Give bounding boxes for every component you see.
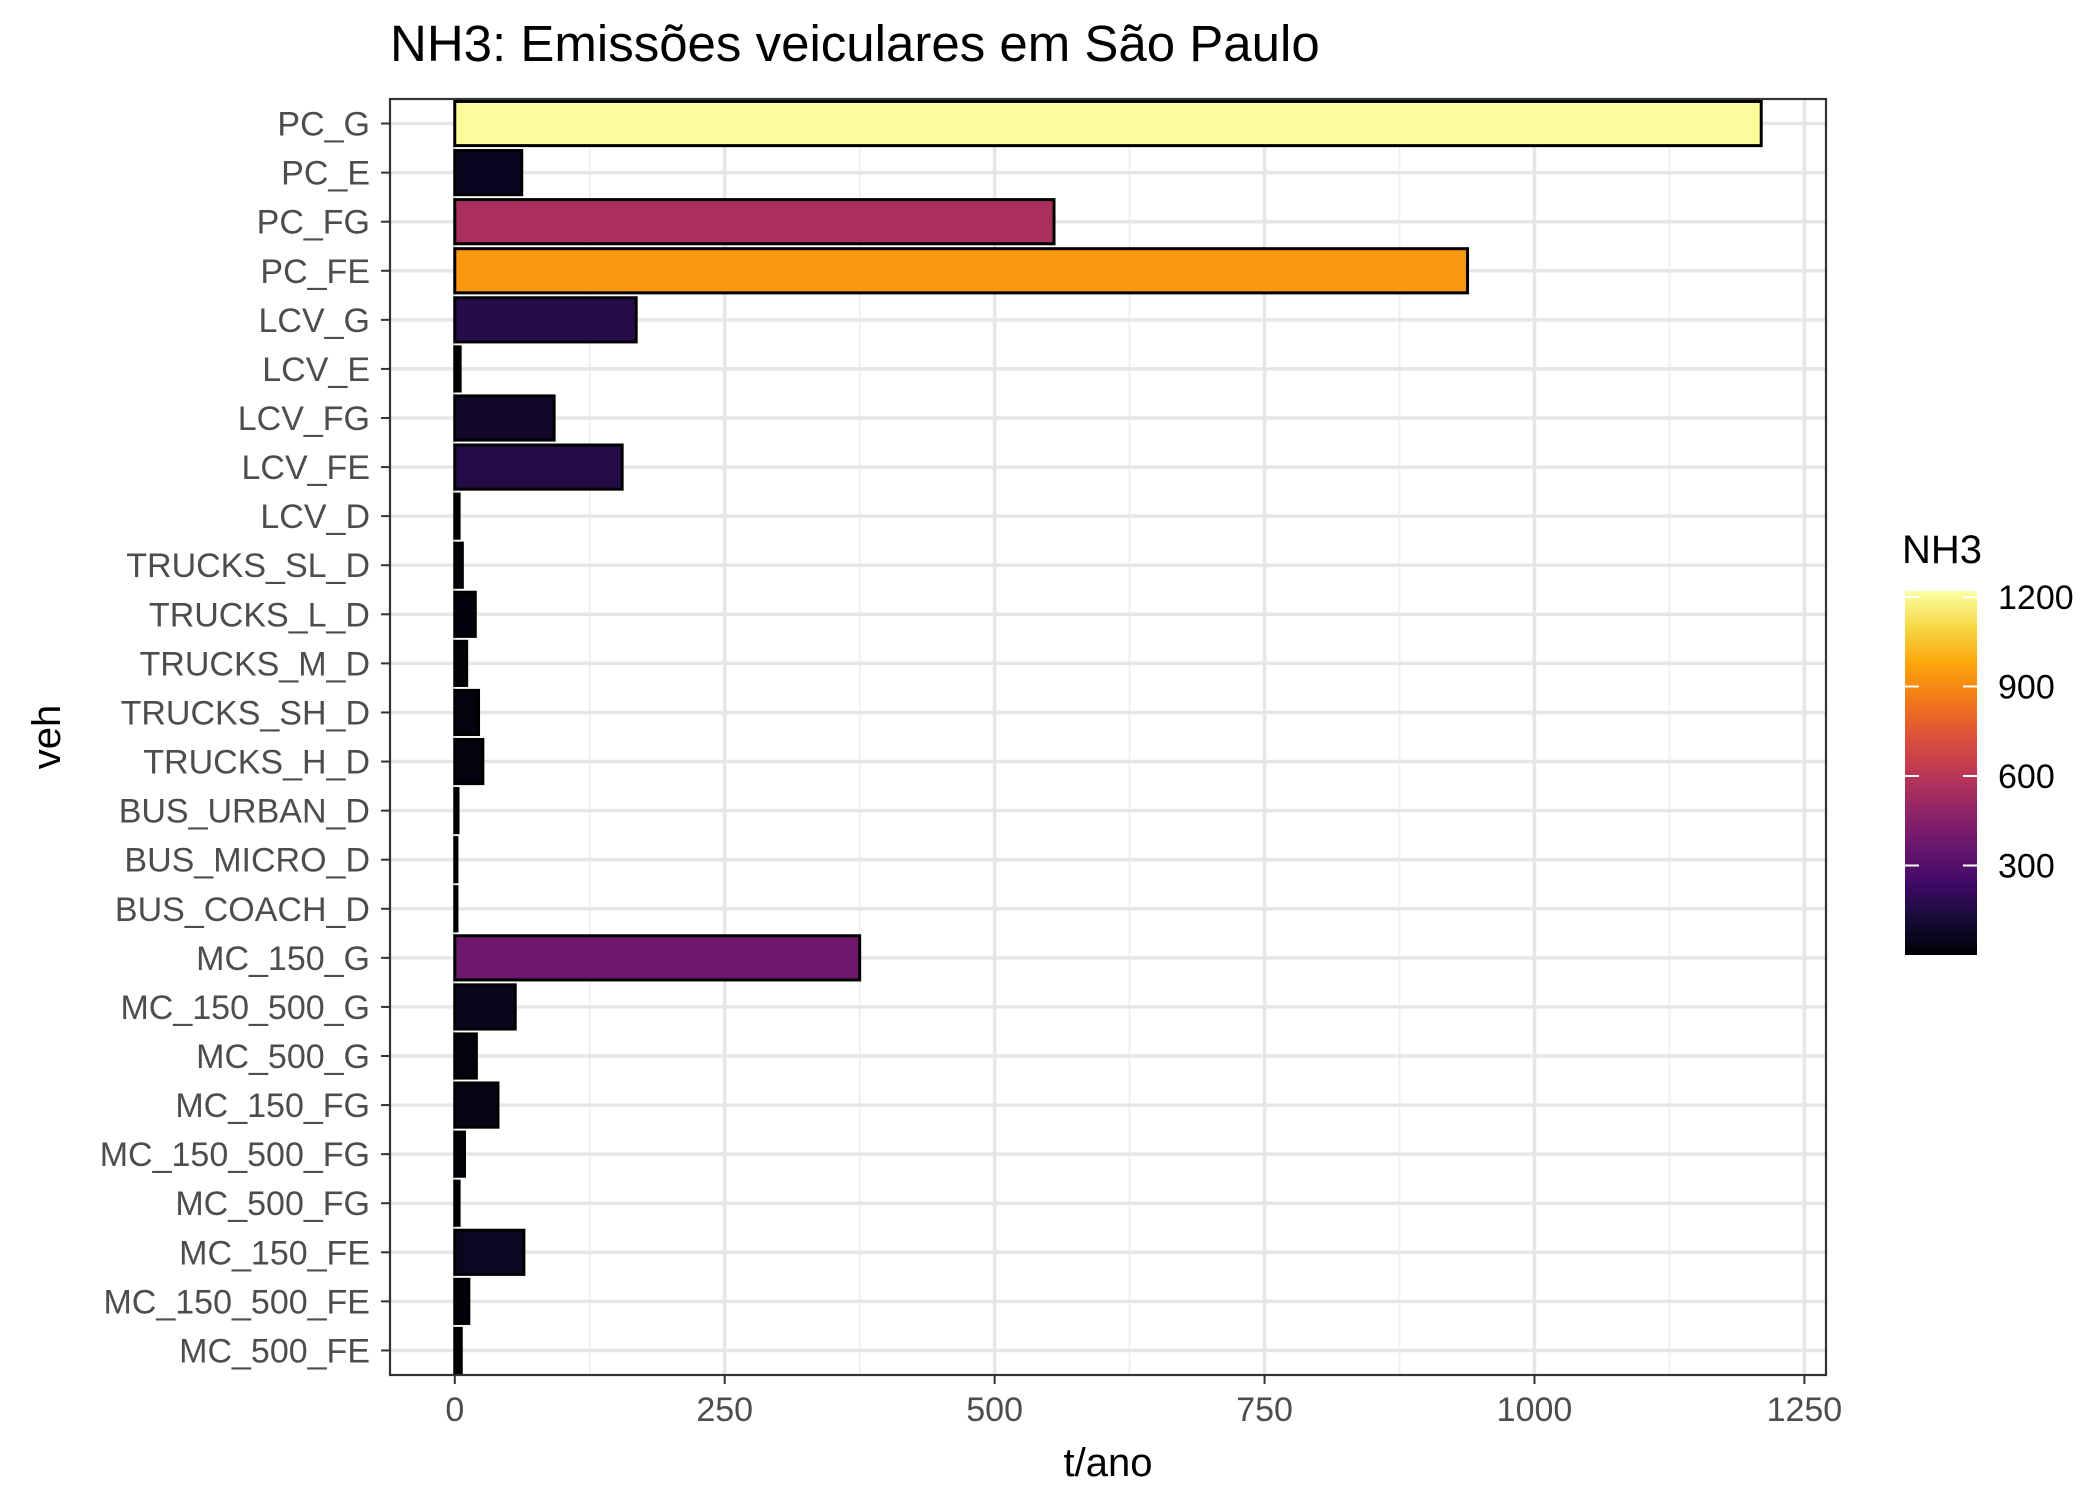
bar-bus-urban-d	[453, 787, 460, 835]
bar-pc-g	[453, 99, 1763, 148]
bar-mc-150-g	[453, 934, 862, 982]
legend-tick-label: 900	[1998, 668, 2055, 706]
bar-mc-500-g	[453, 1032, 478, 1080]
y-tick-label: MC_150_G	[196, 940, 370, 978]
y-tick-label: PC_E	[281, 155, 370, 193]
legend: NH3 300 600 900 1200	[1902, 528, 2074, 955]
bar-trucks-sh-d	[453, 688, 481, 737]
bar-lcv-d	[453, 492, 461, 540]
y-tick-label: MC_500_FG	[175, 1185, 370, 1223]
y-tick-label: MC_150_FG	[175, 1087, 370, 1125]
x-tick-label: 1000	[1497, 1391, 1573, 1429]
y-axis-title: veh	[25, 705, 69, 770]
legend-tick-label: 1200	[1998, 579, 2074, 617]
x-tick-label: 250	[696, 1391, 753, 1429]
y-tick-label: TRUCKS_M_D	[140, 645, 370, 683]
bar-lcv-fg	[453, 394, 556, 442]
y-tick-label: MC_150_500_FG	[100, 1136, 370, 1174]
bar-mc-500-fe	[453, 1326, 463, 1375]
legend-tick-label: 300	[1998, 847, 2055, 885]
y-tick-label: TRUCKS_SL_D	[126, 547, 370, 585]
y-tick-label: MC_150_500_G	[120, 989, 370, 1027]
bars	[453, 99, 1763, 1375]
y-axis: PC_G PC_E PC_FG PC_FE LCV_G LCV_E LCV_FG LCV_FE…	[100, 106, 390, 1370]
bar-mc-500-fg	[453, 1179, 461, 1227]
bar-bus-micro-d	[453, 836, 459, 884]
y-tick-label: MC_150_500_FE	[103, 1283, 370, 1321]
y-tick-label: LCV_FG	[238, 400, 370, 438]
x-axis-title: t/ano	[1064, 1441, 1153, 1485]
y-tick-label: LCV_FE	[242, 449, 371, 487]
x-tick-label: 500	[966, 1391, 1023, 1429]
bar-mc-150-500-g	[453, 983, 517, 1031]
chart-title: NH3: Emissões veiculares em São Paulo	[390, 15, 1320, 72]
bar-trucks-l-d	[453, 590, 477, 638]
y-tick-label: MC_150_FE	[179, 1234, 370, 1272]
y-tick-label: LCV_G	[259, 302, 371, 340]
x-tick-label: 1250	[1767, 1391, 1843, 1429]
bar-bus-coach-d	[453, 885, 459, 933]
bar-pc-fg	[453, 198, 1056, 246]
x-tick-label: 0	[445, 1391, 464, 1429]
bar-trucks-sl-d	[453, 541, 464, 589]
bar-trucks-h-d	[453, 737, 485, 786]
bar-pc-e	[453, 149, 524, 197]
bar-lcv-g	[453, 296, 638, 344]
y-tick-label: TRUCKS_SH_D	[121, 694, 370, 732]
bar-mc-150-500-fe	[453, 1277, 471, 1325]
y-tick-label: LCV_D	[260, 498, 370, 536]
plot-border	[388, 97, 1828, 1377]
x-axis: 0 250 500 750 1000 1250	[445, 1375, 1842, 1429]
y-tick-label: BUS_URBAN_D	[119, 793, 370, 831]
bar-mc-150-500-fg	[453, 1130, 466, 1178]
y-tick-label: PC_FG	[257, 204, 370, 242]
grid-lines	[390, 99, 1826, 1375]
y-tick-label: MC_500_G	[196, 1038, 370, 1076]
y-tick-label: BUS_MICRO_D	[124, 842, 370, 880]
legend-title: NH3	[1902, 528, 1982, 572]
bar-pc-fe	[453, 247, 1470, 295]
y-tick-label: MC_500_FE	[179, 1332, 370, 1370]
bar-lcv-fe	[453, 443, 624, 491]
bar-lcv-e	[453, 345, 462, 393]
y-tick-label: PC_FE	[260, 253, 370, 291]
y-tick-label: PC_G	[277, 106, 370, 144]
y-tick-label: TRUCKS_L_D	[149, 596, 370, 634]
legend-colorbar	[1905, 591, 1977, 955]
bar-mc-150-fg	[453, 1081, 500, 1129]
x-tick-label: 750	[1236, 1391, 1293, 1429]
bar-mc-150-fe	[453, 1228, 526, 1276]
y-tick-label: LCV_E	[262, 351, 370, 389]
bar-trucks-m-d	[453, 639, 469, 687]
y-tick-label: BUS_COACH_D	[115, 891, 370, 929]
legend-tick-label: 600	[1998, 758, 2055, 796]
y-tick-label: TRUCKS_H_D	[143, 744, 370, 782]
